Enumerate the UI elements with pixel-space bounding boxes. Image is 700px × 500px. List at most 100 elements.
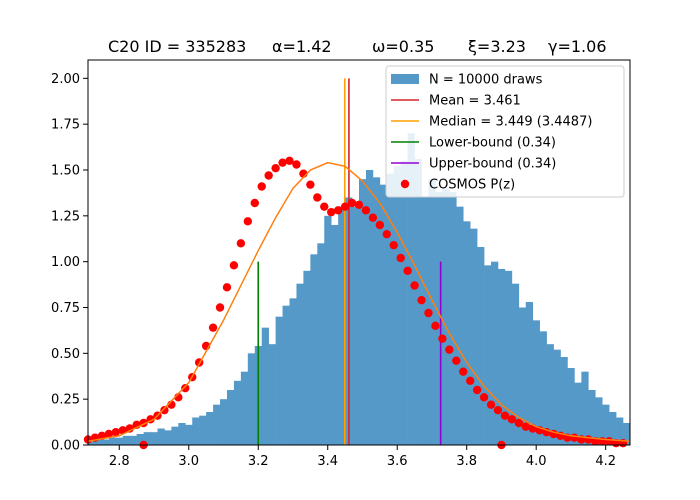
cosmos-point xyxy=(445,345,454,354)
legend-label: N = 10000 draws xyxy=(429,73,543,88)
histogram-bar xyxy=(532,320,540,445)
histogram-bar xyxy=(185,424,193,445)
cosmos-point xyxy=(104,429,114,439)
cosmos-point xyxy=(250,198,259,208)
histogram-bar xyxy=(511,283,520,445)
cosmos-point xyxy=(111,427,120,437)
title-omega: ω=0.35 xyxy=(372,37,434,56)
legend-swatch xyxy=(400,179,410,189)
title-xi: ξ=3.23 xyxy=(468,37,526,56)
cosmos-point xyxy=(514,418,524,428)
histogram-bar xyxy=(136,434,144,445)
x-tick-label: 3.6 xyxy=(387,454,408,469)
x-tick-label: 2.8 xyxy=(109,454,130,469)
histogram-bar xyxy=(275,316,283,445)
legend-frame xyxy=(385,65,625,198)
cosmos-point xyxy=(285,156,294,166)
cosmos-point xyxy=(438,334,447,343)
histogram-bar xyxy=(588,390,596,445)
histogram-bar xyxy=(359,179,367,445)
histogram-bar xyxy=(108,437,117,445)
histogram-bar xyxy=(331,225,339,445)
legend-label: Upper-bound (0.34) xyxy=(429,157,556,172)
histogram-bar xyxy=(206,412,214,445)
y-tick-label: 0.75 xyxy=(51,301,80,316)
cosmos-point xyxy=(479,393,489,402)
cosmos-point xyxy=(410,281,419,290)
cosmos-point xyxy=(229,261,239,270)
histogram-bar xyxy=(115,437,124,445)
histogram-bar xyxy=(539,331,547,445)
cosmos-point xyxy=(424,308,433,318)
x-tick-label: 3.8 xyxy=(456,454,477,469)
histogram-bar xyxy=(365,170,374,445)
histogram-bar xyxy=(101,439,110,445)
cosmos-point xyxy=(452,356,461,365)
histogram-bar xyxy=(247,353,256,445)
legend-swatch xyxy=(391,74,419,84)
cosmos-point xyxy=(403,266,412,276)
cosmos-point xyxy=(264,171,273,180)
cosmos-point xyxy=(292,160,301,169)
cosmos-point xyxy=(320,202,329,211)
x-tick-label: 3.2 xyxy=(248,454,269,469)
cosmos-point xyxy=(271,163,280,173)
x-tick-label: 4.2 xyxy=(595,454,616,469)
histogram-bar xyxy=(553,349,561,445)
histogram-bar xyxy=(477,247,485,445)
cosmos-point xyxy=(472,385,482,395)
histogram-bar xyxy=(456,206,464,445)
histogram-bar xyxy=(442,188,450,446)
cosmos-point xyxy=(507,415,517,424)
cosmos-point xyxy=(493,405,503,415)
histogram-bar xyxy=(546,344,554,445)
histogram-bar xyxy=(240,371,249,445)
histogram-bar xyxy=(129,435,137,445)
histogram-bar xyxy=(560,357,568,445)
histogram-bar xyxy=(171,426,179,445)
cosmos-point xyxy=(368,213,378,222)
y-axis: 0.00 0.25 0.50 0.75 1.00 1.25 1.50 1.75 2.00 xyxy=(51,72,88,454)
histogram-bar xyxy=(609,412,617,445)
legend: N = 10000 draws Mean = 3.461 Median = 3.44… xyxy=(385,65,625,198)
title-alpha: α=1.42 xyxy=(272,37,332,56)
x-axis: 2.8 3.0 3.2 3.4 3.6 3.8 4.0 4.2 xyxy=(109,445,616,469)
histogram-bar xyxy=(226,390,235,445)
cosmos-point xyxy=(243,217,253,226)
cosmos-point xyxy=(354,200,364,210)
y-tick-label: 0.25 xyxy=(51,393,80,408)
y-tick-label: 0.00 xyxy=(51,439,80,454)
histogram-bar xyxy=(463,221,471,445)
cosmos-point xyxy=(222,283,232,292)
legend-items: N = 10000 draws Mean = 3.461 Median = 3.44… xyxy=(391,73,592,193)
skewnorm-curve xyxy=(87,161,631,443)
histogram-bar xyxy=(616,417,624,445)
cosmos-point xyxy=(160,405,169,415)
histogram-bar xyxy=(122,435,130,445)
cosmos-point xyxy=(313,193,322,202)
y-tick-label: 1.25 xyxy=(51,209,80,224)
x-tick-label: 3.4 xyxy=(317,454,338,469)
histogram-bar xyxy=(352,206,360,445)
cosmos-point xyxy=(389,240,398,250)
histogram-bar xyxy=(88,441,96,445)
y-tick-label: 1.50 xyxy=(51,164,80,179)
histogram-bar xyxy=(261,327,269,445)
histogram-bar xyxy=(623,423,631,445)
histogram-bar xyxy=(324,215,332,445)
histogram-bar xyxy=(213,404,221,445)
histogram-bar xyxy=(386,173,395,445)
histogram-bar xyxy=(470,228,478,445)
histogram-bar xyxy=(407,133,415,446)
marker-lines xyxy=(257,78,442,445)
histogram-bar xyxy=(296,283,304,445)
histogram-bar xyxy=(164,430,172,445)
histogram-bar xyxy=(525,302,534,445)
cosmos-point xyxy=(236,239,246,248)
histogram-bar xyxy=(220,399,228,445)
cosmos-point xyxy=(521,422,530,431)
y-tick-label: 1.00 xyxy=(51,255,80,270)
histogram-bar xyxy=(268,344,276,445)
histogram-bar xyxy=(310,254,318,445)
cosmos-point xyxy=(306,180,315,189)
